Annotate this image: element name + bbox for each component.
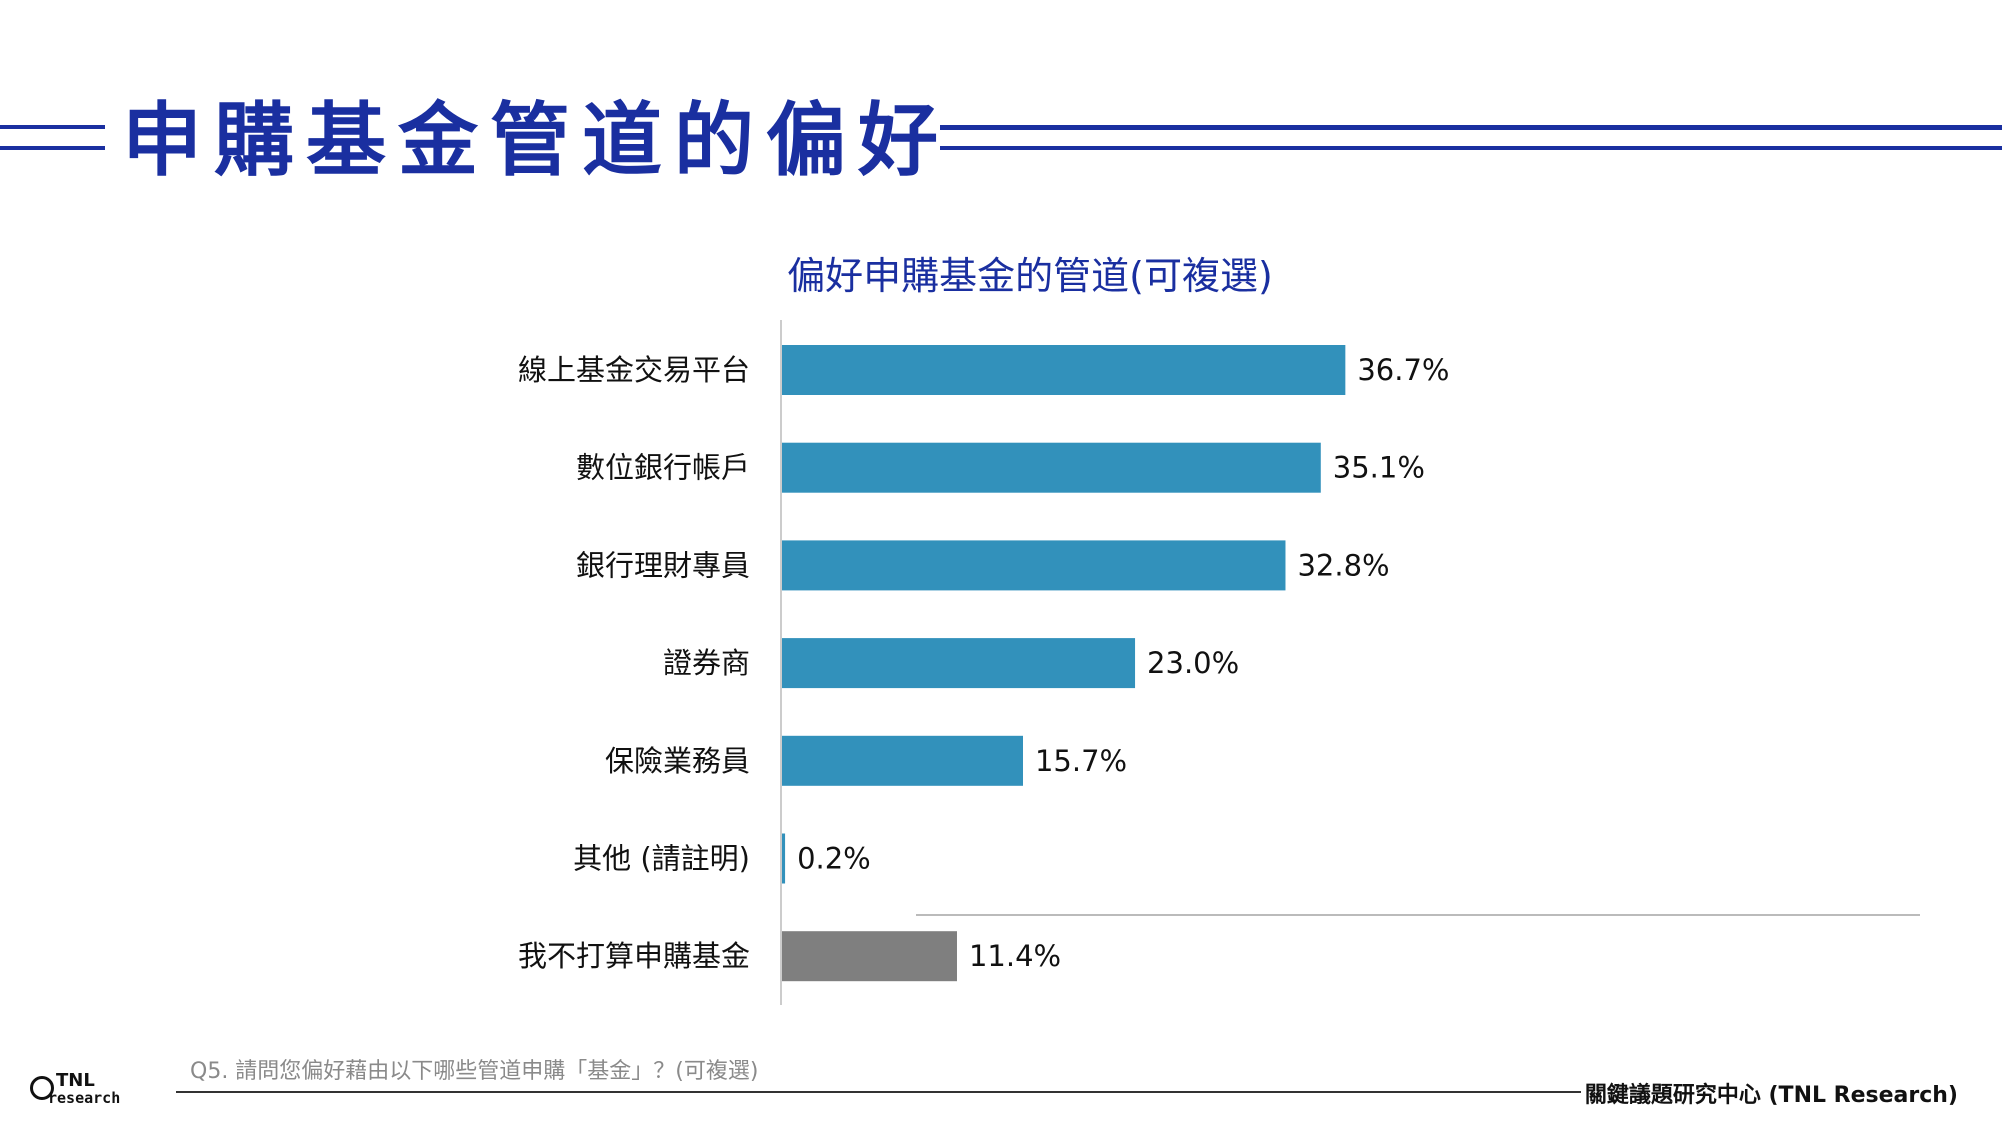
category-label: 我不打算申購基金 [518, 939, 750, 973]
value-label: 32.8% [1297, 548, 1389, 582]
title-line-right-top [940, 125, 2002, 130]
bar [782, 735, 1023, 786]
page-title: 申購基金管道的偏好 [122, 94, 950, 187]
title-line-left-top [0, 125, 105, 129]
bar [782, 442, 1321, 493]
chart-title: 偏好申購基金的管道(可複選) [787, 254, 1273, 298]
tnl-research-logo: TNL research [30, 1070, 140, 1116]
bar [782, 638, 1136, 689]
category-label: 數位銀行帳戶 [576, 451, 750, 485]
category-label: 銀行理財專員 [576, 548, 750, 582]
value-label: 35.1% [1333, 451, 1425, 485]
bar [782, 833, 786, 884]
value-label: 11.4% [969, 939, 1061, 973]
bar [782, 931, 957, 982]
bar [782, 345, 1346, 395]
footer-organization: 關鍵議題研究中心 (TNL Research) [1584, 1083, 1958, 1108]
logo-circle-icon [30, 1076, 54, 1100]
logo-top-text: TNL [56, 1070, 95, 1091]
footer-divider [176, 1091, 1581, 1093]
value-label: 15.7% [1035, 744, 1127, 778]
category-label: 保險業務員 [605, 744, 750, 778]
category-label: 其他 (請註明) [573, 842, 750, 876]
survey-question-footnote: Q5. 請問您偏好藉由以下哪些管道申購「基金」？(可複選) [190, 1059, 759, 1084]
category-label: 證券商 [663, 646, 750, 680]
category-label: 線上基金交易平台 [518, 353, 750, 387]
title-line-left-bottom [0, 146, 105, 150]
value-label: 36.7% [1357, 353, 1449, 387]
title-line-right-bottom [940, 146, 2002, 150]
value-label: 0.2% [797, 842, 871, 876]
bar [782, 540, 1286, 591]
value-label: 23.0% [1147, 646, 1239, 680]
logo-bottom-text: research [48, 1089, 121, 1107]
